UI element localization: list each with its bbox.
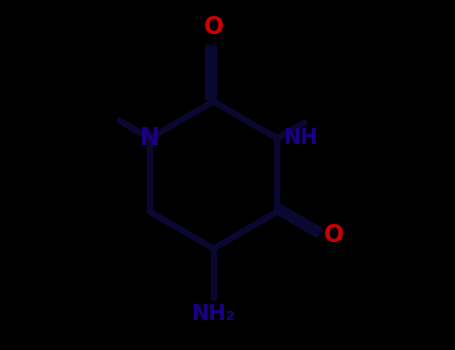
Text: O: O (324, 223, 344, 246)
Text: N: N (140, 126, 160, 150)
Text: NH: NH (283, 128, 318, 148)
Text: NH₂: NH₂ (192, 304, 235, 324)
Text: O: O (203, 14, 223, 38)
